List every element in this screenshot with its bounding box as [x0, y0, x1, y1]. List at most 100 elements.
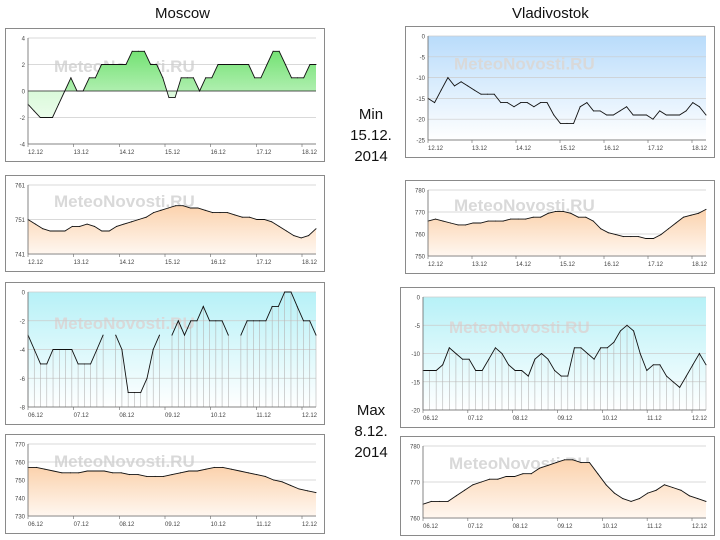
data-point	[464, 489, 466, 491]
data-point	[79, 225, 81, 227]
data-point	[247, 472, 249, 474]
data-point	[481, 370, 483, 371]
y-tick-label: -4	[20, 348, 26, 354]
data-point	[600, 347, 602, 349]
x-tick-label: 08.12	[513, 524, 529, 530]
data-point	[639, 114, 641, 116]
data-point	[573, 347, 575, 349]
data-point	[129, 474, 131, 476]
x-tick-label: 09.12	[558, 524, 574, 530]
data-point	[626, 324, 628, 326]
data-point	[138, 219, 140, 220]
data-point	[256, 219, 258, 220]
data-point	[199, 90, 201, 92]
x-tick-label: 16.12	[211, 260, 227, 266]
data-point	[252, 320, 254, 322]
data-point	[290, 291, 292, 293]
data-point	[52, 349, 54, 350]
area-fill	[28, 467, 316, 516]
data-point	[592, 220, 594, 222]
data-point	[256, 474, 258, 476]
y-tick-label: 780	[415, 189, 426, 195]
data-point	[71, 225, 73, 227]
x-tick-label: 10.12	[602, 524, 618, 530]
data-point	[86, 470, 88, 472]
y-tick-label: 0	[422, 35, 426, 41]
data-point	[442, 220, 444, 222]
data-point	[159, 334, 160, 336]
y-tick-label: -4	[20, 143, 26, 149]
data-point	[278, 50, 280, 52]
data-point	[235, 64, 237, 65]
data-point	[248, 64, 250, 65]
data-point	[697, 498, 699, 500]
data-point	[271, 221, 273, 223]
data-point	[577, 216, 579, 218]
x-tick-label: 09.12	[558, 416, 574, 422]
x-tick-label: 09.12	[165, 522, 181, 528]
data-point	[521, 370, 523, 371]
moscow-max-temp-chart: MeteoNovosti.RU 0 -2 -4 -6 -8 06.12 07.12 08.12 0…	[5, 282, 325, 425]
data-point	[547, 358, 549, 360]
data-point	[78, 472, 80, 474]
y-tick-label: -10	[416, 76, 425, 82]
data-point	[547, 464, 549, 466]
x-tick-label: 14.12	[119, 260, 135, 266]
data-point	[33, 110, 35, 112]
data-point	[600, 228, 602, 230]
data-point	[613, 492, 615, 494]
data-point	[526, 102, 528, 104]
data-point	[645, 238, 647, 239]
series-line	[27, 205, 317, 239]
data-point	[672, 487, 674, 488]
data-point	[101, 230, 103, 232]
data-point	[639, 353, 641, 354]
x-tick-label: 16.12	[604, 262, 620, 268]
data-point	[152, 349, 154, 350]
moscow-max-temp-svg: MeteoNovosti.RU 0 -2 -4 -6 -806.12 07.12 08.12 0…	[20, 291, 318, 420]
x-tick-label: 15.12	[165, 260, 181, 266]
data-point	[613, 341, 615, 343]
data-point	[447, 500, 449, 502]
data-point	[205, 468, 207, 470]
data-point	[525, 218, 527, 220]
data-point	[137, 50, 139, 52]
data-point	[488, 358, 490, 360]
data-point	[692, 364, 694, 366]
data-point	[429, 370, 431, 371]
data-point	[580, 347, 582, 349]
data-point	[175, 205, 177, 207]
data-point	[513, 106, 515, 108]
data-point	[632, 114, 634, 116]
x-tick-label: 06.12	[28, 413, 44, 419]
data-point	[65, 349, 67, 350]
data-point	[204, 209, 206, 211]
x-tick-label: 15.12	[165, 150, 181, 156]
data-point	[520, 102, 522, 104]
y-tick-label: 770	[410, 481, 421, 487]
watermark: MeteoNovosti.RU	[54, 452, 195, 471]
data-point	[679, 386, 681, 388]
data-point	[284, 291, 286, 293]
data-point	[70, 77, 72, 79]
y-tick-label: 761	[15, 184, 26, 190]
data-point	[227, 334, 229, 336]
label-max-year: 2014	[354, 444, 388, 461]
data-point	[272, 50, 274, 52]
data-point	[532, 216, 534, 218]
data-point	[619, 330, 621, 332]
data-point	[284, 64, 286, 65]
data-point	[450, 222, 451, 224]
data-point	[530, 473, 532, 475]
data-point	[259, 320, 261, 322]
data-point	[94, 225, 95, 227]
data-point	[454, 85, 455, 87]
x-tick-label: 07.12	[468, 524, 484, 530]
data-point	[480, 93, 482, 95]
data-point	[705, 364, 707, 366]
label-max: Max 8.12. 2014	[340, 400, 402, 463]
data-point	[239, 470, 241, 472]
data-point	[246, 320, 248, 322]
x-tick-label: 18.12	[692, 262, 708, 268]
